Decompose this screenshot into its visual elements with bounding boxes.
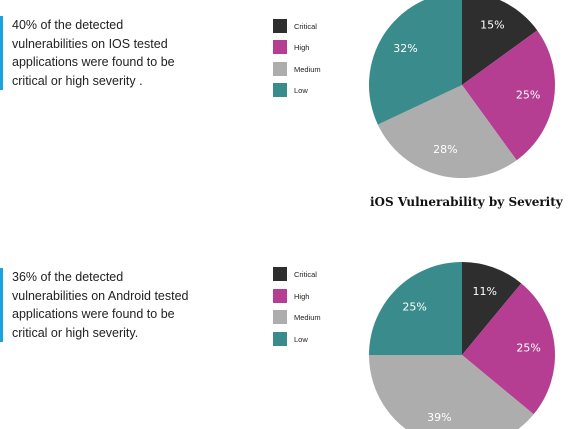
- medium-swatch: [273, 62, 287, 76]
- android-slice-label-medium: 39%: [427, 411, 451, 424]
- ios-callout-accent-bar: [0, 16, 3, 90]
- android-slice-label-low: 25%: [402, 301, 426, 314]
- android-callout: 36% of the detected vulnerabilities on A…: [0, 268, 200, 342]
- ios-legend-item-critical: Critical: [273, 19, 317, 33]
- ios-slice-high: [462, 30, 555, 161]
- ios-slice-label-low: 32%: [393, 42, 417, 55]
- ios-legend-label-critical: Critical: [294, 21, 317, 31]
- ios-legend-label-medium: Medium: [294, 64, 321, 74]
- ios-legend-item-medium: Medium: [273, 62, 321, 76]
- low-swatch: [273, 332, 287, 346]
- android-legend-item-medium: Medium: [273, 310, 321, 324]
- ios-slice-label-medium: 28%: [433, 143, 457, 156]
- android-legend-item-critical: Critical: [273, 267, 317, 281]
- ios-callout-text: 40% of the detected vulnerabilities on I…: [12, 18, 175, 88]
- android-slice-medium: [369, 355, 534, 429]
- ios-slice-medium: [377, 85, 517, 179]
- high-swatch: [273, 289, 287, 303]
- ios-chart-title: iOS Vulnerability by Severity: [370, 195, 563, 209]
- ios-legend-item-high: High: [273, 40, 309, 54]
- ios-legend-item-low: Low: [273, 83, 308, 97]
- android-legend-label-medium: Medium: [294, 312, 321, 322]
- android-slice-critical: [462, 261, 522, 355]
- android-legend-item-high: High: [273, 289, 309, 303]
- android-legend-item-low: Low: [273, 332, 308, 346]
- android-slice-high: [462, 283, 556, 415]
- android-legend-label-low: Low: [294, 334, 308, 344]
- android-slice-label-high: 25%: [516, 342, 540, 355]
- ios-callout: 40% of the detected vulnerabilities on I…: [0, 16, 200, 90]
- android-legend-label-critical: Critical: [294, 269, 317, 279]
- critical-swatch: [273, 267, 287, 281]
- ios-slice-critical: [462, 0, 538, 85]
- ios-slice-low: [369, 0, 462, 125]
- ios-legend-label-low: Low: [294, 85, 308, 95]
- android-callout-text: 36% of the detected vulnerabilities on A…: [12, 270, 189, 340]
- critical-swatch: [273, 19, 287, 33]
- android-legend-label-high: High: [294, 291, 310, 301]
- low-swatch: [273, 83, 287, 97]
- ios-slice-label-critical: 15%: [480, 18, 504, 31]
- android-callout-accent-bar: [0, 268, 3, 342]
- ios-legend-label-high: High: [294, 42, 310, 52]
- ios-slice-label-high: 25%: [516, 88, 540, 101]
- high-swatch: [273, 40, 287, 54]
- android-slice-low: [369, 262, 462, 355]
- medium-swatch: [273, 310, 287, 324]
- android-slice-label-critical: 11%: [472, 285, 496, 298]
